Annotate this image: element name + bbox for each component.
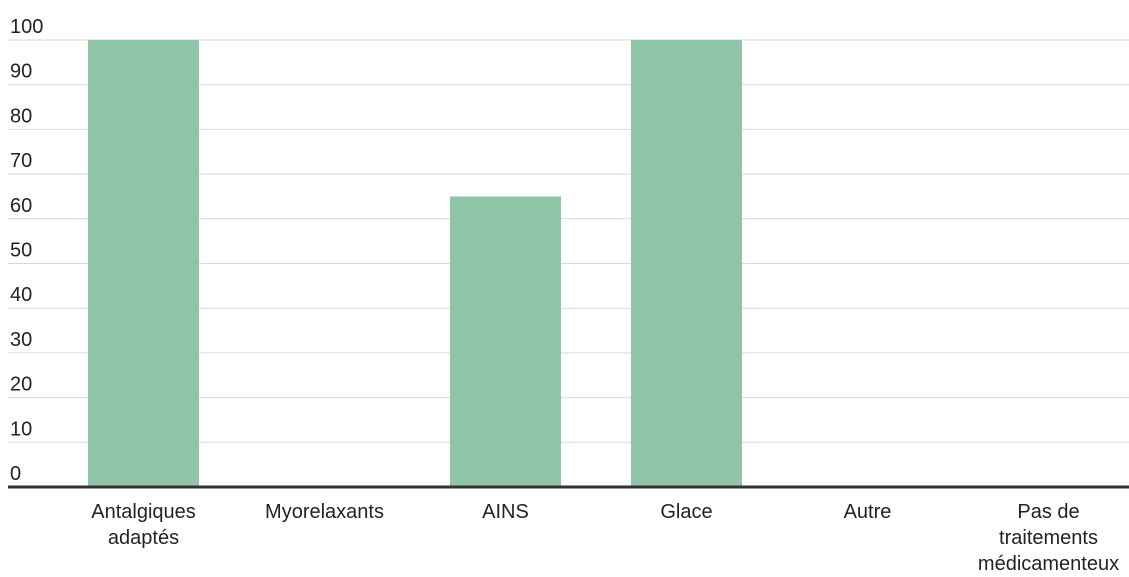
x-category-label-line: traitements [999, 527, 1098, 549]
y-tick-label: 20 [10, 374, 32, 396]
x-category-label-line: Antalgiques [91, 501, 196, 523]
x-category-label-line: Glace [660, 501, 712, 523]
x-category-label-line: AINS [482, 501, 529, 523]
y-tick-label: 10 [10, 418, 32, 440]
x-category-label: Myorelaxants [265, 501, 384, 523]
y-tick-label: 100 [10, 16, 43, 38]
x-category-label: Autre [844, 501, 892, 523]
bars [88, 40, 742, 487]
y-tick-label: 40 [10, 284, 32, 306]
x-category-label: AINS [482, 501, 529, 523]
x-category-label-line: Pas de [1017, 501, 1079, 523]
x-axis-category-labels: Antalgiques adaptés Myorelaxants AINS Glace A… [91, 501, 1119, 575]
x-category-label-line: médicamenteux [978, 553, 1119, 575]
x-category-label-line: adaptés [108, 527, 179, 549]
bar [631, 40, 742, 487]
x-category-label: Glace [660, 501, 712, 523]
y-axis-tick-labels: 0 10 20 30 40 50 60 70 80 90 100 [10, 16, 43, 485]
y-tick-label: 30 [10, 329, 32, 351]
x-category-label: Antalgiques adaptés [91, 501, 196, 549]
x-category-label: Pas de traitements médicamenteux [978, 501, 1119, 575]
y-tick-label: 60 [10, 195, 32, 217]
y-tick-label: 80 [10, 105, 32, 127]
bar [88, 40, 199, 487]
x-category-label-line: Autre [844, 501, 892, 523]
y-tick-label: 50 [10, 240, 32, 262]
y-tick-label: 90 [10, 61, 32, 83]
bar [450, 196, 561, 487]
y-tick-label: 0 [10, 463, 21, 485]
x-category-label-line: Myorelaxants [265, 501, 384, 523]
y-tick-label: 70 [10, 150, 32, 172]
